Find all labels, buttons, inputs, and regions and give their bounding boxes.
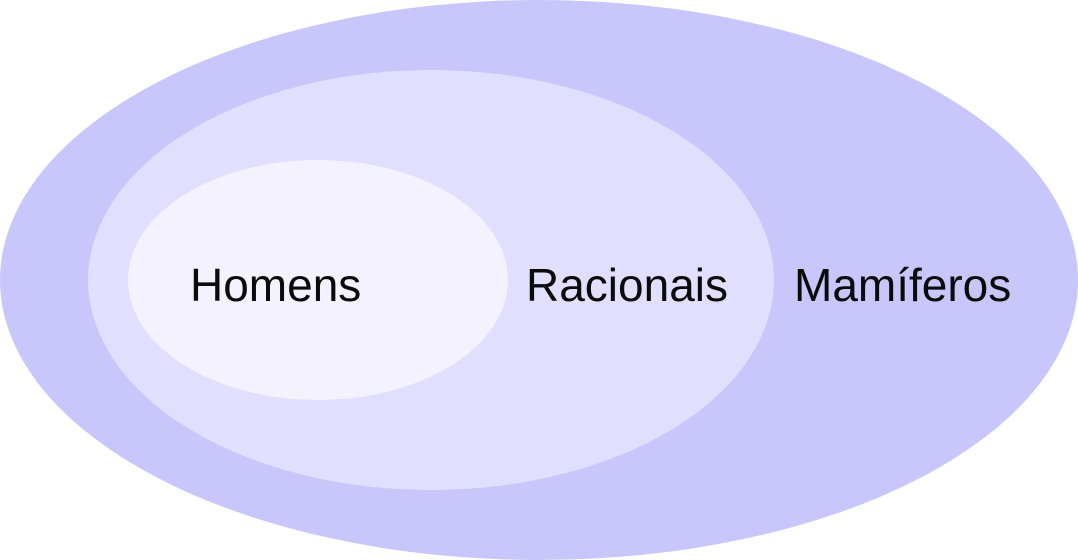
set-mamiferos-label: Mamíferos: [794, 259, 1011, 311]
set-homens-label: Homens: [190, 259, 361, 311]
set-homens-ellipse: [128, 160, 508, 400]
set-racionais-label: Racionais: [526, 259, 728, 311]
